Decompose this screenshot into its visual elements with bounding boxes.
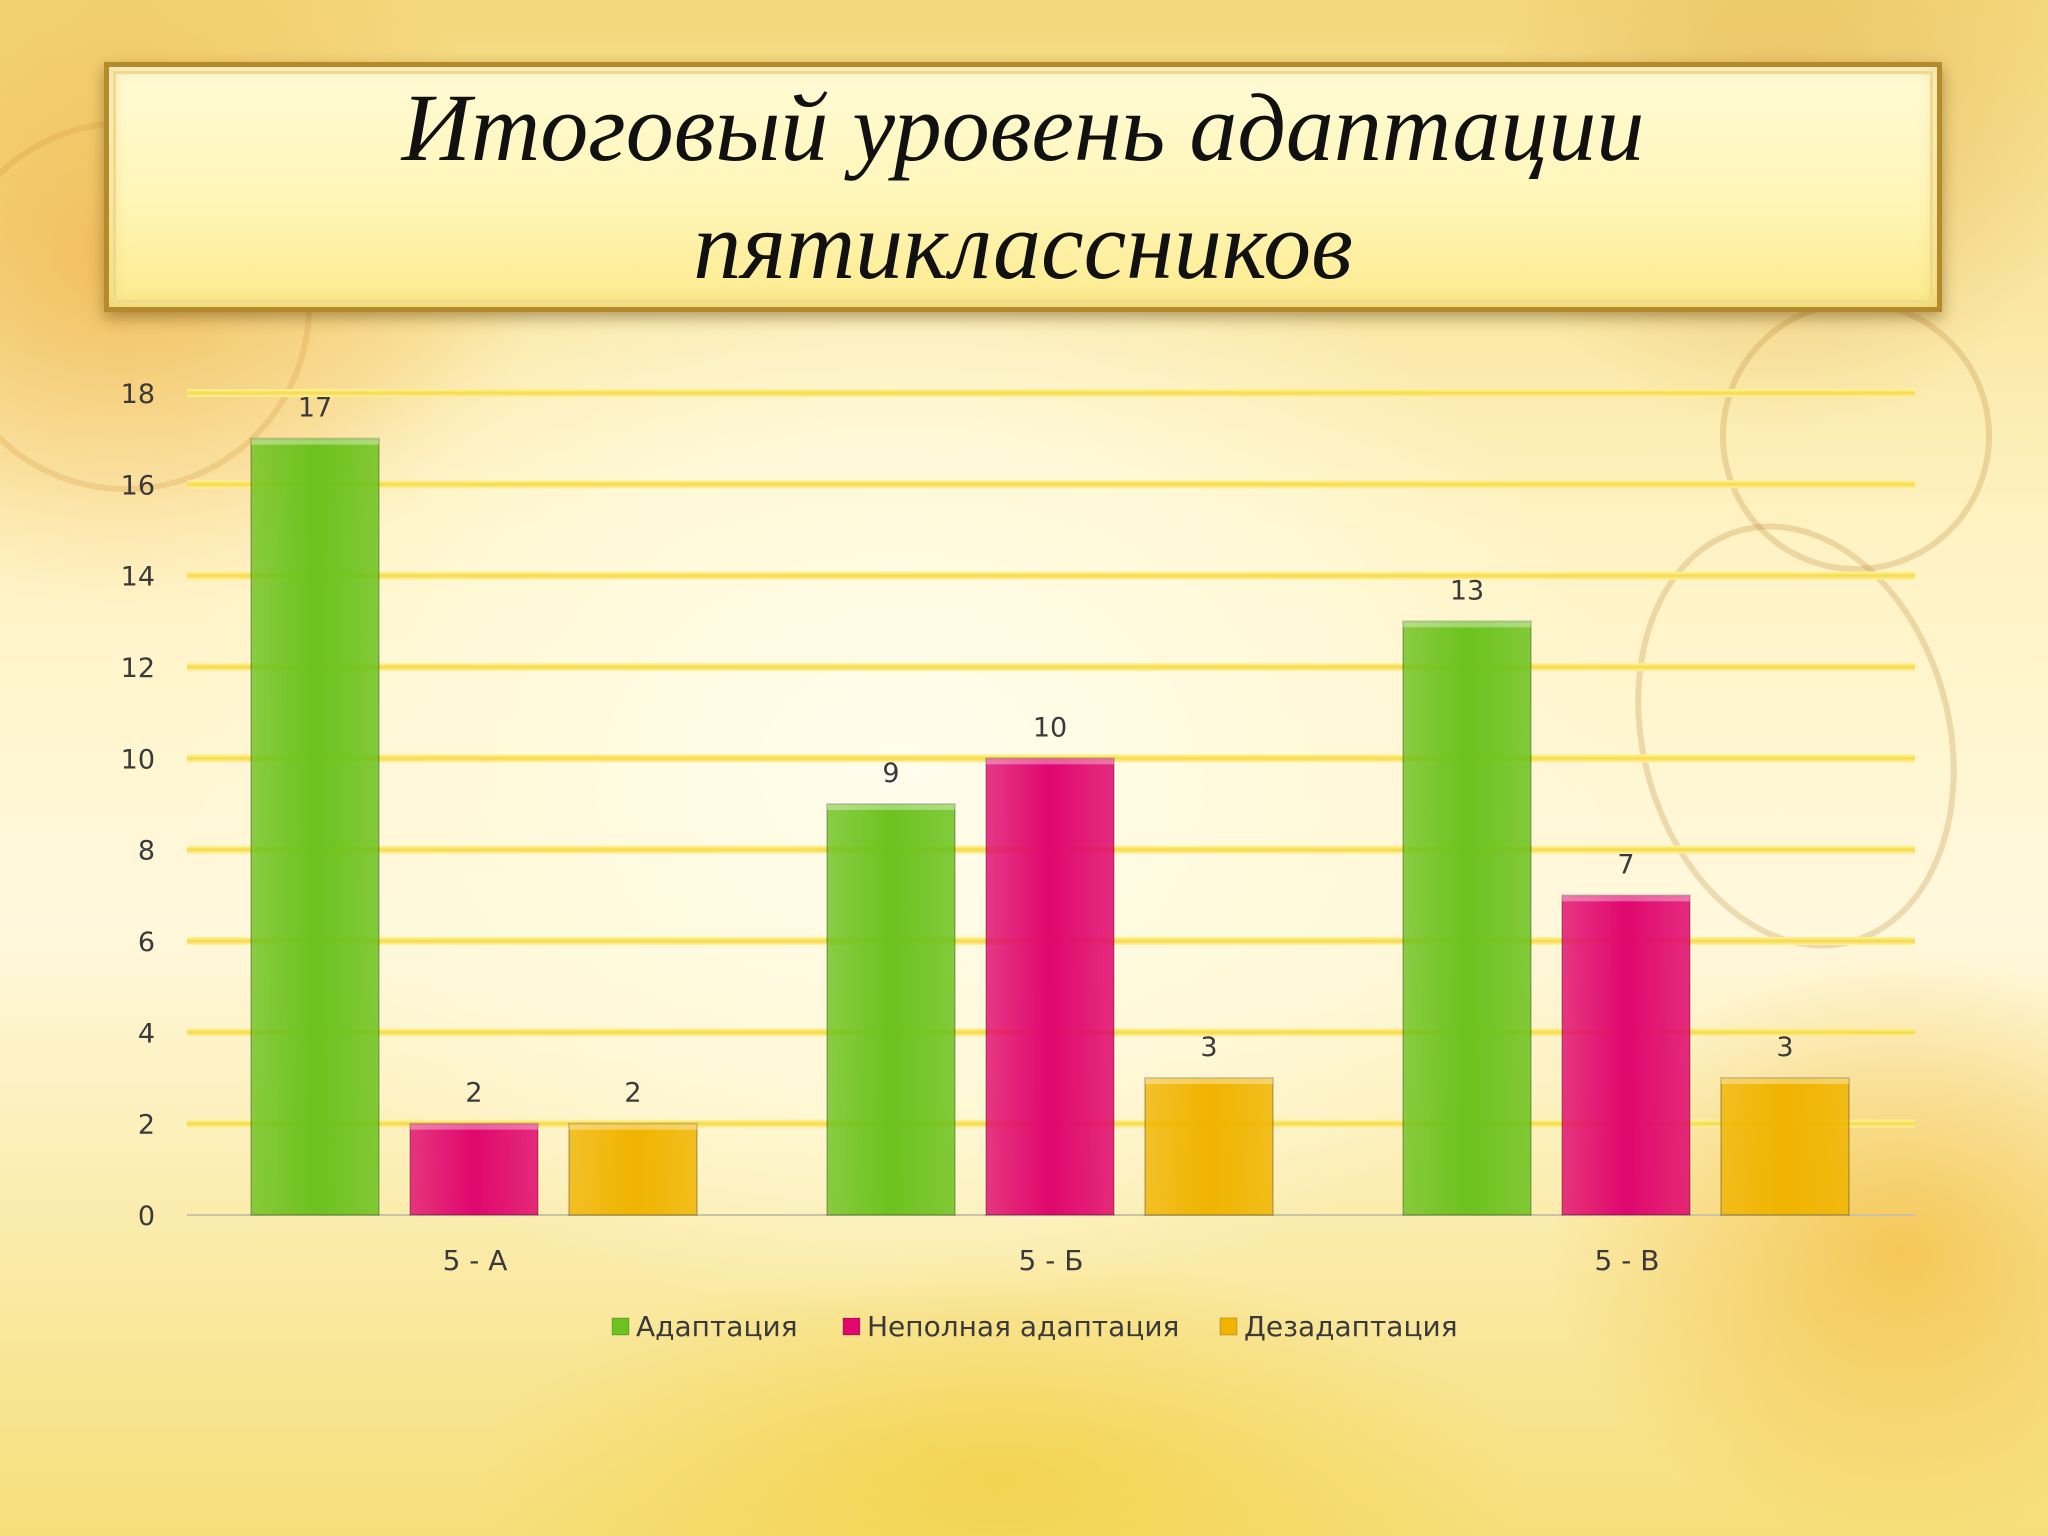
bar-Адаптация — [250, 437, 380, 1216]
bar-highlight — [1721, 1078, 1849, 1084]
bar-highlight — [410, 1123, 538, 1130]
gridline — [187, 663, 1915, 671]
bar-Адаптация — [826, 803, 956, 1216]
bar-highlight — [1562, 895, 1690, 902]
y-tick-label: 14 — [121, 562, 155, 593]
bar-Дезадаптация — [568, 1122, 698, 1216]
data-label: 2 — [624, 1078, 641, 1109]
y-tick-label: 16 — [121, 470, 155, 501]
data-label: 13 — [1450, 575, 1484, 606]
title-banner: Итоговый уровень адаптации пятикласснико… — [104, 62, 1942, 312]
legend-item-label: Адаптация — [636, 1310, 798, 1343]
gridline — [187, 480, 1915, 489]
x-tick-label: 5 - А — [443, 1244, 508, 1277]
x-tick-label: 5 - Б — [1019, 1244, 1084, 1277]
y-tick-label: 2 — [138, 1110, 155, 1141]
bar-Дезадаптация — [1720, 1077, 1850, 1216]
y-tick-label: 8 — [138, 836, 155, 867]
y-tick-label: 0 — [138, 1201, 155, 1232]
bar-Неполная адаптация — [409, 1122, 539, 1216]
bar-Неполная адаптация — [985, 757, 1115, 1216]
bar-highlight — [1145, 1078, 1273, 1084]
legend-item-label: Дезадаптация — [1244, 1310, 1458, 1343]
legend-swatch — [611, 1317, 630, 1336]
bars — [250, 437, 1850, 1216]
gridline — [187, 571, 1915, 580]
y-tick-label: 6 — [138, 927, 155, 958]
data-label: 9 — [882, 758, 899, 789]
y-tick-label: 12 — [121, 653, 155, 684]
gridline — [187, 389, 1915, 397]
x-tick-label: 5 - В — [1595, 1244, 1660, 1277]
data-label: 3 — [1776, 1032, 1793, 1063]
slide-title: Итоговый уровень адаптации пятикласснико… — [109, 69, 1937, 305]
data-labels: 17 2 2 9 10 3 13 7 3 — [298, 393, 1794, 1109]
bar-highlight — [986, 758, 1114, 765]
bar-Дезадаптация — [1144, 1077, 1274, 1216]
bar-highlight — [251, 438, 379, 445]
slide-title-line1: Итоговый уровень адаптации — [401, 74, 1645, 181]
data-label: 10 — [1033, 712, 1067, 743]
legend: Адаптация Неполная адаптация Дезадаптация — [611, 1310, 1458, 1343]
legend-swatch — [842, 1317, 861, 1336]
data-label: 2 — [465, 1078, 482, 1109]
bar-highlight — [827, 804, 955, 810]
x-axis: 5 - А 5 - Б 5 - В — [443, 1244, 1660, 1277]
bar-Неполная адаптация — [1561, 894, 1691, 1216]
y-tick-label: 18 — [121, 379, 155, 410]
y-tick-label: 4 — [138, 1018, 155, 1049]
bar-highlight — [569, 1123, 697, 1130]
data-label: 17 — [298, 393, 332, 424]
bar-highlight — [1403, 621, 1531, 628]
bar-Адаптация — [1402, 620, 1532, 1216]
data-label: 7 — [1617, 849, 1634, 880]
slide-title-line2: пятиклассников — [693, 192, 1353, 299]
legend-swatch — [1219, 1317, 1238, 1336]
data-label: 3 — [1200, 1032, 1217, 1063]
legend-item-label: Неполная адаптация — [867, 1310, 1179, 1343]
y-tick-label: 10 — [121, 744, 155, 775]
